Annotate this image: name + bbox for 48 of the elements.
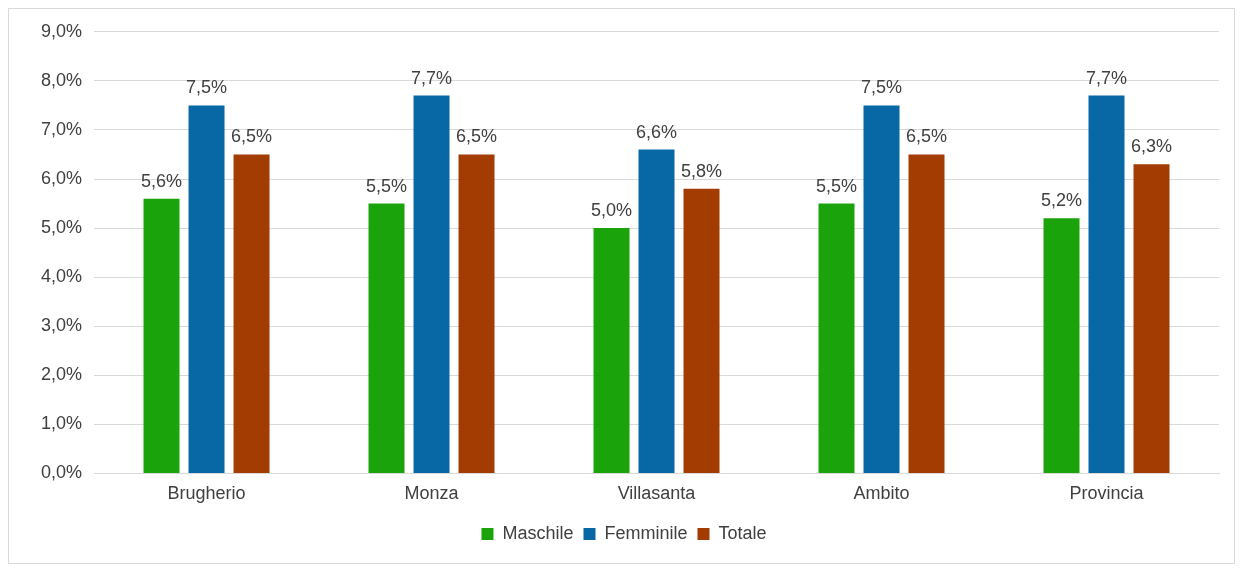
bar bbox=[1133, 164, 1170, 473]
y-tick-label: 6,0% bbox=[41, 167, 83, 188]
y-tick-label: 0,0% bbox=[41, 462, 83, 483]
data-label: 6,6% bbox=[636, 121, 678, 142]
data-label: 7,7% bbox=[1085, 67, 1128, 88]
data-label: 5,0% bbox=[591, 200, 633, 221]
bar bbox=[188, 105, 225, 473]
x-tick-label: Provincia bbox=[1069, 483, 1145, 504]
bar bbox=[458, 154, 495, 473]
bar bbox=[368, 203, 405, 473]
data-label: 6,5% bbox=[456, 126, 498, 147]
bar bbox=[818, 203, 855, 473]
data-label: 5,5% bbox=[366, 175, 408, 196]
bar bbox=[638, 149, 675, 473]
y-tick-label: 9,0% bbox=[41, 20, 83, 41]
bar bbox=[1043, 218, 1080, 473]
legend-label: Femminile bbox=[604, 522, 688, 543]
x-tick-label: Monza bbox=[404, 483, 460, 504]
data-label: 7,7% bbox=[411, 67, 453, 88]
data-label: 5,5% bbox=[815, 175, 858, 196]
x-tick-label: Villasanta bbox=[617, 483, 697, 504]
y-tick-label: 2,0% bbox=[41, 364, 83, 385]
x-tick-label: Brugherio bbox=[167, 483, 246, 504]
y-tick-label: 4,0% bbox=[41, 266, 83, 287]
data-label: 5,2% bbox=[1040, 190, 1083, 211]
data-label: 6,3% bbox=[1130, 136, 1173, 157]
legend-label: Totale bbox=[718, 522, 767, 543]
y-tick-label: 3,0% bbox=[41, 315, 83, 336]
data-label: 5,8% bbox=[681, 160, 723, 181]
bar bbox=[908, 154, 945, 473]
y-tick-label: 7,0% bbox=[41, 118, 83, 139]
legend-label: Maschile bbox=[502, 522, 574, 543]
bar bbox=[413, 95, 450, 473]
y-tick-label: 5,0% bbox=[41, 217, 83, 238]
data-label: 6,5% bbox=[231, 126, 273, 147]
y-tick-label: 1,0% bbox=[41, 413, 83, 434]
x-tick-label: Ambito bbox=[853, 483, 910, 504]
bar bbox=[593, 228, 630, 473]
bar bbox=[143, 198, 180, 473]
data-label: 6,5% bbox=[905, 126, 948, 147]
bar bbox=[683, 188, 720, 473]
data-label: 7,5% bbox=[860, 77, 903, 98]
data-label: 5,6% bbox=[141, 170, 183, 191]
bar bbox=[233, 154, 270, 473]
y-tick-label: 8,0% bbox=[41, 69, 83, 90]
data-label: 7,5% bbox=[186, 77, 228, 98]
bar bbox=[1088, 95, 1125, 473]
bar bbox=[863, 105, 900, 473]
